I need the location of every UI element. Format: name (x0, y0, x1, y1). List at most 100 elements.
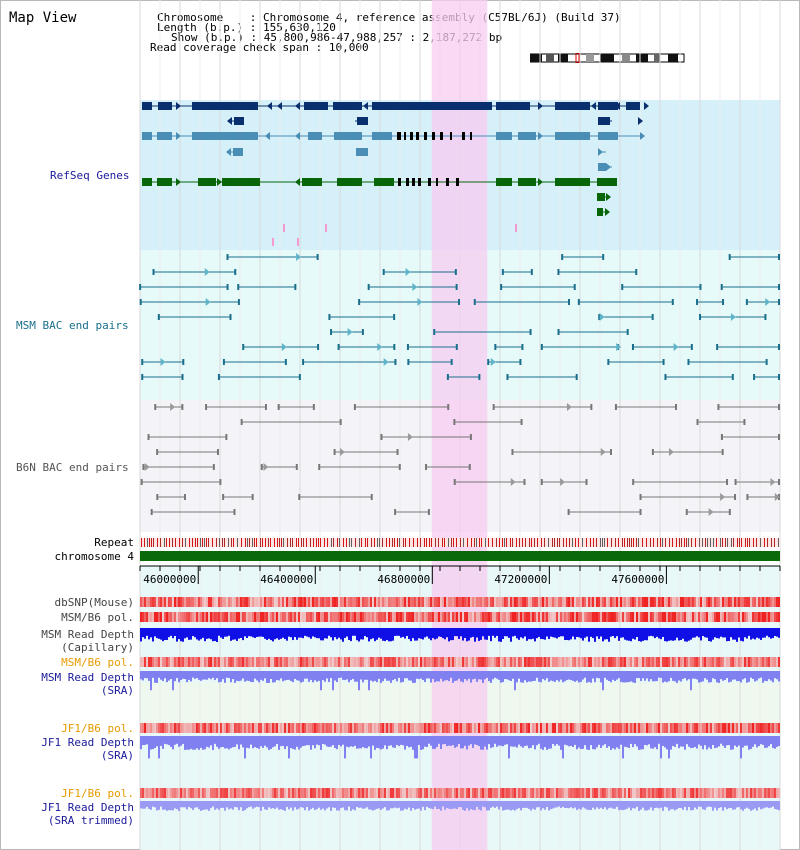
heat-cell (518, 597, 520, 607)
heat-cell (224, 612, 226, 622)
heat-cell (694, 612, 696, 622)
depth-bar (638, 736, 640, 750)
depth-bar (196, 671, 198, 679)
depth-bar (246, 736, 248, 748)
depth-bar (498, 801, 500, 810)
depth-bar (660, 736, 662, 759)
heat-cell (320, 657, 322, 667)
depth-bar (192, 671, 194, 678)
depth-bar (140, 671, 142, 680)
repeat-track[interactable] (140, 538, 780, 547)
heat-cell (390, 612, 392, 622)
refseq-gene-track[interactable] (142, 102, 649, 246)
bac-end-left (598, 314, 601, 320)
bac-end-right (181, 404, 184, 410)
msm-bac-track[interactable] (139, 253, 780, 380)
depth-bar (212, 671, 214, 678)
heat-cell (378, 788, 380, 798)
heat-cell (186, 597, 188, 607)
depth-bar (414, 671, 416, 683)
heat-cell (726, 612, 728, 622)
heat-cell (148, 723, 150, 733)
heat-cell (696, 723, 698, 733)
chromosome-track[interactable] (140, 551, 780, 561)
heat-cell (594, 657, 596, 667)
heat-cell (238, 597, 240, 607)
depth-bar (716, 671, 718, 683)
repeat-element (741, 538, 742, 547)
depth-bar (688, 628, 690, 641)
depth-bar (512, 736, 514, 747)
heat-cell (736, 612, 738, 622)
heat-cell (406, 597, 408, 607)
heat-cell (768, 597, 770, 607)
depth-bar (156, 736, 158, 747)
depth-bar (168, 736, 170, 746)
depth-bar (642, 736, 644, 750)
bac-end-marker (566, 403, 572, 411)
polymorphism-heat-tracks[interactable] (140, 597, 780, 798)
depth-bar (380, 628, 382, 639)
depth-bar (206, 801, 208, 810)
depth-bar (418, 628, 420, 639)
heat-cell (576, 723, 578, 733)
heat-cell (392, 657, 394, 667)
depth-bar (708, 628, 710, 641)
bac-end-right (455, 284, 458, 290)
heat-cell (594, 612, 596, 622)
heat-cell (178, 723, 180, 733)
heat-cell (410, 612, 412, 622)
heat-cell (610, 612, 612, 622)
heat-cell (466, 723, 468, 733)
heat-cell (716, 612, 718, 622)
depth-bar (538, 801, 540, 808)
depth-bar (210, 736, 212, 746)
depth-bar (772, 736, 774, 748)
depth-bar (378, 801, 380, 809)
msm-b6-pol-sra-label: MSM/B6 pol. (61, 656, 134, 669)
depth-bar (620, 671, 622, 682)
bac-end-right (454, 269, 457, 275)
heat-cell (248, 657, 250, 667)
heat-cell (686, 723, 688, 733)
heat-cell (468, 788, 470, 798)
heat-cell (306, 657, 308, 667)
heat-cell (540, 612, 542, 622)
depth-bar (740, 736, 742, 759)
heat-cell (596, 597, 598, 607)
heat-cell (424, 612, 426, 622)
heat-cell (304, 723, 306, 733)
depth-bar (662, 736, 664, 746)
ideogram-current-region[interactable] (575, 53, 580, 63)
depth-bar (776, 671, 778, 680)
refseq-genes-label: RefSeq Genes (50, 169, 130, 182)
depth-bar (532, 671, 534, 682)
b6n-bac-track[interactable] (140, 403, 780, 516)
heat-cell (678, 597, 680, 607)
depth-bar (702, 628, 704, 637)
heat-cell (256, 723, 258, 733)
highlight-region[interactable] (431, 0, 488, 850)
depth-bar (612, 736, 614, 749)
depth-bar (650, 628, 652, 636)
depth-bar (366, 628, 368, 638)
depth-bar (490, 671, 492, 683)
heat-cell (206, 597, 208, 607)
heat-cell (348, 612, 350, 622)
page-title: Map View (9, 10, 77, 26)
depth-bar (588, 736, 590, 750)
heat-cell (700, 723, 702, 733)
depth-bar (586, 736, 588, 750)
depth-bar (156, 628, 158, 639)
heat-cell (260, 612, 262, 622)
depth-bar (618, 736, 620, 749)
depth-bar (328, 801, 330, 808)
depth-bar (346, 628, 348, 637)
bac-end-right (468, 464, 471, 470)
chromosome-ideogram[interactable] (530, 53, 686, 63)
heat-cell (294, 612, 296, 622)
read-depth-tracks[interactable] (140, 628, 780, 811)
repeat-element (476, 538, 477, 547)
heat-cell (308, 657, 310, 667)
